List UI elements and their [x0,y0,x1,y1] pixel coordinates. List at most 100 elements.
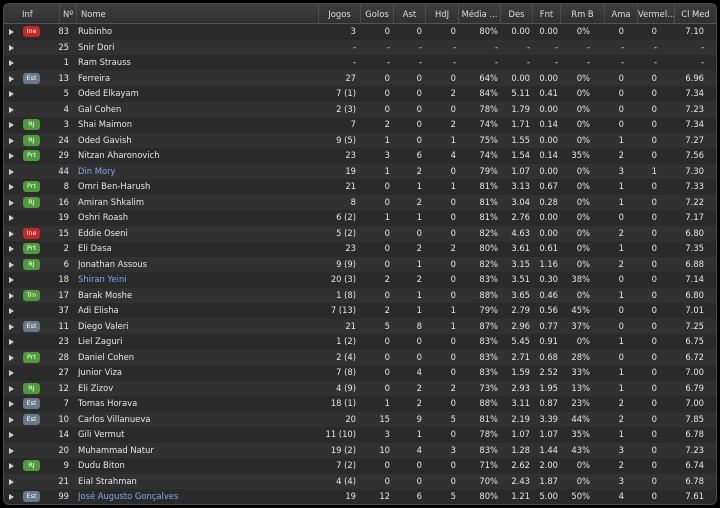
table-row[interactable]: 37 Adi Elisha 7 (13) 2 1 1 79% 2.79 0.56 45% 0 0 7.0… [4,303,716,319]
table-row[interactable]: Prt 28 Daniel Cohen 2 (4) 0 0 0 83% 2.71 0.68 28% 0… [4,349,716,365]
table-row[interactable]: 5 Oded Elkayam 7 (1) 0 0 2 84% 5.11 0.41 0% 0 0 7.34 [4,86,716,102]
player-name[interactable]: Jonathan Assous [78,258,147,269]
table-row[interactable]: Est 99 José Augusto Gonçalves 19 12 6 5 80% 1.21… [4,489,716,504]
row-menu-arrow-icon[interactable] [9,153,14,159]
table-row[interactable]: 4 Gal Cohen 2 (3) 0 0 0 78% 1.79 0.00 0% 0 0 7.23 [4,101,716,117]
table-row[interactable]: 27 Junior Viza 7 (8) 0 4 0 83% 1.59 2.52 33% 1 0 7.0… [4,365,716,381]
row-menu-arrow-icon[interactable] [9,447,14,454]
header-col-cl-med[interactable]: Cl Med [674,4,716,24]
table-row[interactable]: RJ 12 Eli Zizov 4 (9) 0 2 2 73% 2.93 1.95 13% 1 0 6.7… [4,380,716,396]
player-name[interactable]: Barak Moshe [78,289,133,300]
status-badge[interactable]: Est [23,320,40,332]
status-badge[interactable]: Est [23,398,40,409]
row-menu-arrow-icon[interactable] [9,463,14,469]
status-badge[interactable]: Ine [23,227,40,239]
player-name[interactable]: Gili Vermut [78,429,125,439]
table-row[interactable]: 44 Din Mory 19 1 2 0 79% 1.07 0.00 0% 3 1 7.30 [4,163,716,179]
header-col-number[interactable]: Nº [59,4,76,24]
status-badge[interactable]: Prt [23,150,40,161]
header-col-ast[interactable]: Ast [393,4,425,24]
row-menu-arrow-icon[interactable] [9,308,14,314]
table-row[interactable]: 18 Shiran Yeini 20 (3) 2 2 0 83% 3.51 0.30 38% 0 0 7… [4,272,716,288]
row-menu-arrow-icon[interactable] [9,339,14,345]
player-name[interactable]: Daniel Cohen [78,351,135,362]
status-badge[interactable]: Prt [23,181,40,192]
table-row[interactable]: 21 Eial Strahman 4 (4) 0 0 0 70% 2.43 1.87 0% 3 0 6.… [4,473,716,489]
table-row[interactable]: Est 7 Tomas Horava 18 (1) 1 2 0 88% 3.11 0.87 23% 2… [4,396,716,412]
row-menu-arrow-icon[interactable] [9,29,14,35]
row-menu-arrow-icon[interactable] [9,478,14,485]
row-menu-arrow-icon[interactable] [9,137,14,144]
player-name[interactable]: Junior Viza [78,367,123,377]
player-name[interactable]: Tomas Horava [78,398,138,408]
player-name[interactable]: Muhammad Natur [78,444,154,455]
table-row[interactable]: RJ 3 Shai Maimon 7 2 0 2 74% 1.71 0.14 0% 0 0 7.34 [4,117,716,133]
status-badge[interactable]: Est [23,413,40,425]
status-badge[interactable]: RJ [23,460,40,471]
header-col-rm-b[interactable]: Rm B [560,4,604,24]
player-name[interactable]: Gal Cohen [78,103,122,114]
table-row[interactable]: 1 Ram Strauss - - - - - - - - - - - [4,55,716,71]
player-name[interactable]: Oded Elkayam [78,88,139,98]
table-row[interactable]: 19 Oshri Roash 6 (2) 1 1 0 81% 2.76 0.00 0% 0 0 7.17 [4,210,716,226]
player-name[interactable]: Carlos Villanueva [78,413,151,424]
row-menu-arrow-icon[interactable] [9,494,14,500]
header-col-hdj[interactable]: HdJ [425,4,458,24]
player-name[interactable]: Eli Zizov [78,382,114,393]
player-name[interactable]: Ferreira [78,72,111,83]
table-row[interactable]: RJ 9 Dudu Biton 7 (2) 0 0 0 71% 2.62 2.00 0% 2 0 6.74 [4,458,716,474]
player-name[interactable]: Rubinho [78,26,113,36]
header-col-vermelho[interactable]: Vermel... [637,4,674,24]
player-name[interactable]: Snir Dori [78,41,115,52]
row-menu-arrow-icon[interactable] [9,323,14,330]
row-menu-arrow-icon[interactable] [9,277,14,283]
row-menu-arrow-icon[interactable] [9,354,14,361]
table-row[interactable]: Ine 83 Rubinho 3 0 0 0 80% 0.00 0.00 0% 0 0 7.10 [4,24,716,40]
row-menu-arrow-icon[interactable] [9,168,14,175]
player-name[interactable]: Shiran Yeini [78,274,127,284]
status-badge[interactable]: RJ [23,119,40,130]
player-name[interactable]: Liel Zaguri [78,336,123,346]
status-badge[interactable]: RJ [23,134,40,146]
player-name[interactable]: Dudu Biton [78,460,125,470]
table-row[interactable]: Est 13 Ferreira 27 0 0 0 64% 0.00 0.00 0% 0 0 6.96 [4,70,716,86]
player-name[interactable]: Diego Valeri [78,320,129,331]
row-menu-arrow-icon[interactable] [9,401,14,407]
header-col-name[interactable]: Nome [76,4,318,24]
row-menu-arrow-icon[interactable] [9,230,14,237]
player-name[interactable]: Eddie Oseni [78,227,128,238]
player-name[interactable]: Nitzan Aharonovich [78,150,160,160]
player-name[interactable]: Ram Strauss [78,57,131,67]
table-row[interactable]: Ine 15 Eddie Oseni 5 (2) 0 0 0 82% 4.63 0.00 0% 2 0 6… [4,225,716,241]
status-badge[interactable]: RJ [23,196,40,208]
player-name[interactable]: Adi Elisha [78,305,119,315]
table-row[interactable]: RJ 16 Amiran Shkalim 8 0 2 0 81% 3.04 0.28 0% 1 0 7.2… [4,194,716,210]
table-row[interactable]: 20 Muhammad Natur 19 (2) 10 4 3 83% 1.28 1.44 43%… [4,442,716,458]
status-badge[interactable]: RJ [23,382,40,394]
row-menu-arrow-icon[interactable] [9,75,14,82]
table-row[interactable]: Trn 17 Barak Moshe 1 (8) 0 1 0 88% 3.65 0.46 0% 1 0 6… [4,287,716,303]
player-name[interactable]: Eial Strahman [78,475,137,486]
status-badge[interactable]: Est [23,72,40,84]
table-row[interactable]: RJ 24 Oded Gavish 9 (5) 1 0 1 75% 1.55 0.00 0% 1 0 7.… [4,132,716,148]
status-badge[interactable]: Prt [23,351,40,363]
table-row[interactable]: Prt 8 Omri Ben-Harush 21 0 1 1 81% 3.13 0.67 0% 1 0 7… [4,179,716,195]
row-menu-arrow-icon[interactable] [9,385,14,392]
header-col-jogos[interactable]: Jogos [318,4,360,24]
row-menu-arrow-icon[interactable] [9,60,14,66]
row-menu-arrow-icon[interactable] [9,106,14,113]
status-badge[interactable]: Est [23,491,40,502]
row-menu-arrow-icon[interactable] [9,122,14,128]
table-row[interactable]: 14 Gili Vermut 11 (10) 3 1 0 78% 1.07 1.07 35% 1 0 6… [4,427,716,443]
player-name[interactable]: Amiran Shkalim [78,196,145,207]
table-row[interactable]: 23 Liel Zaguri 1 (2) 0 0 0 83% 5.45 0.91 0% 1 0 6.75 [4,334,716,350]
player-name[interactable]: Oded Gavish [78,134,132,145]
row-menu-arrow-icon[interactable] [9,44,14,51]
player-name[interactable]: Shai Maimon [78,119,133,129]
header-col-media[interactable]: Média ... [458,4,500,24]
row-menu-arrow-icon[interactable] [9,184,14,190]
table-row[interactable]: RJ 6 Jonathan Assous 9 (9) 0 1 0 82% 3.15 1.16 0% 2… [4,256,716,272]
table-row[interactable]: 25 Snir Dori - - - - - - - - - - - [4,39,716,55]
header-col-fnt[interactable]: Fnt [532,4,560,24]
status-badge[interactable]: Ine [23,26,40,37]
